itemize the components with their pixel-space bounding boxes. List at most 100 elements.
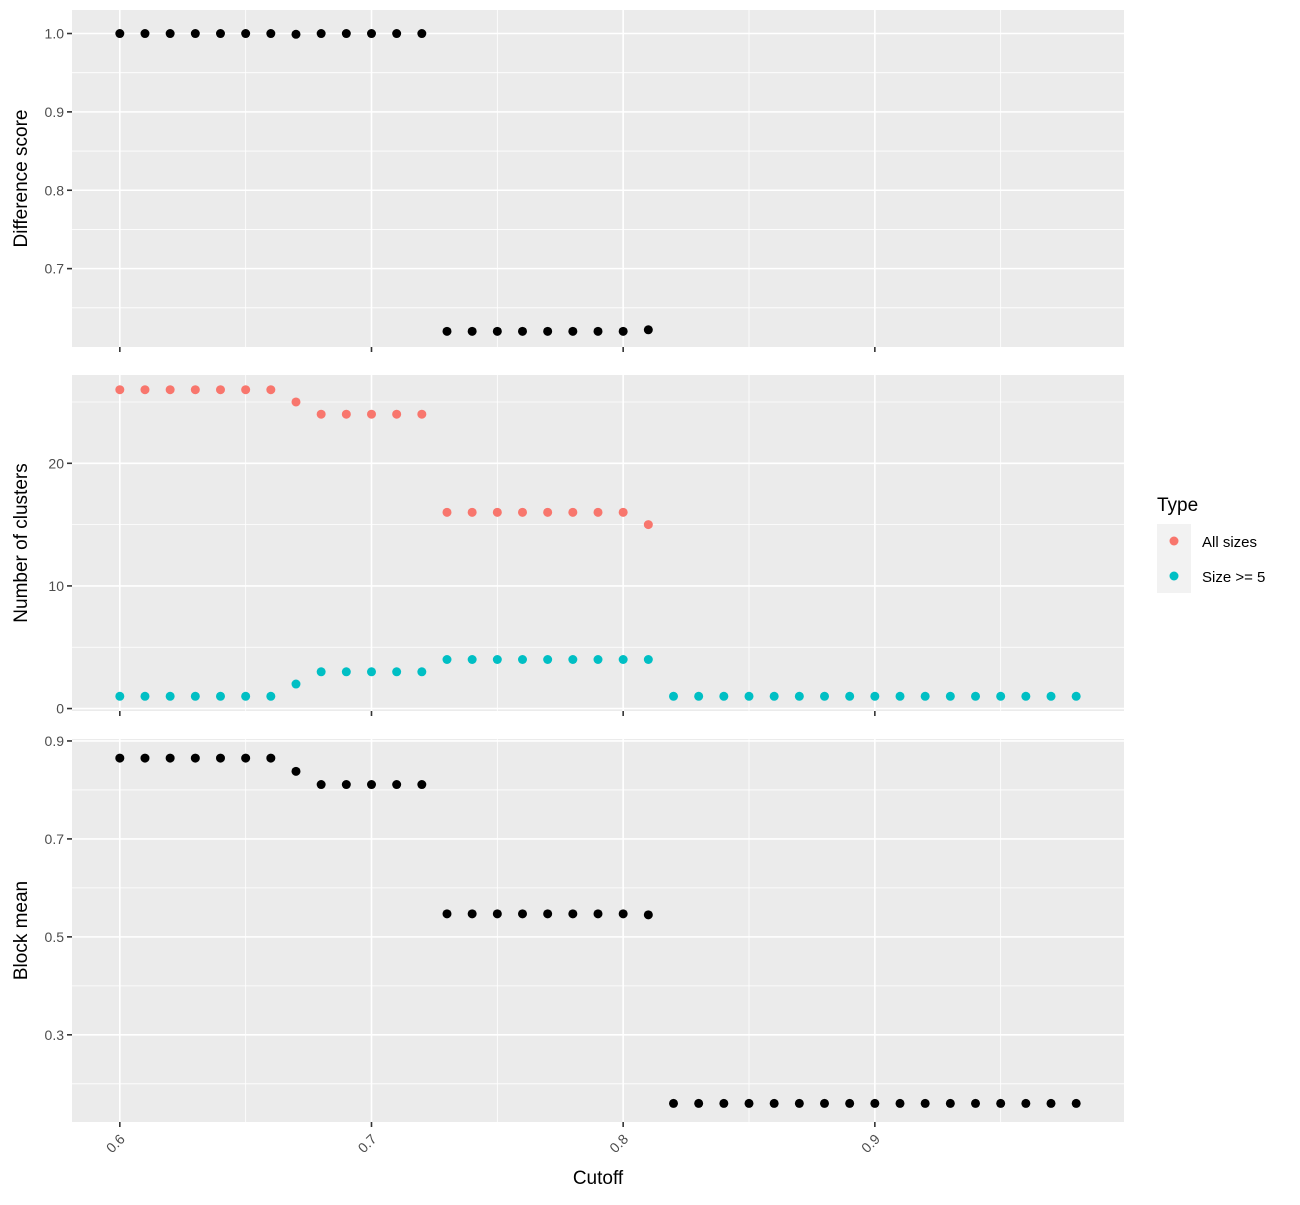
- data-point: [618, 909, 628, 919]
- data-point: [568, 654, 578, 664]
- data-point: [895, 691, 905, 701]
- data-point: [618, 507, 628, 517]
- data-point: [215, 753, 225, 763]
- data-point: [241, 385, 251, 395]
- x-tick-label: 0.9: [858, 1131, 883, 1156]
- data-point: [694, 1098, 704, 1108]
- y-tick-label: 0.8: [45, 182, 65, 198]
- data-point: [669, 1098, 679, 1108]
- data-point: [593, 654, 603, 664]
- data-point: [794, 691, 804, 701]
- data-point: [417, 780, 427, 790]
- data-point: [945, 691, 955, 701]
- data-point: [366, 29, 376, 39]
- data-point: [291, 679, 301, 689]
- panel-background: [72, 10, 1124, 347]
- data-point: [442, 909, 452, 919]
- data-point: [845, 691, 855, 701]
- y-axis-title-block-mean: Block mean: [11, 881, 32, 980]
- data-point: [442, 507, 452, 517]
- data-point: [467, 654, 477, 664]
- data-point: [643, 654, 653, 664]
- data-point: [517, 654, 527, 664]
- data-point: [241, 753, 251, 763]
- data-point: [316, 780, 326, 790]
- data-point: [618, 654, 628, 664]
- data-point: [1046, 691, 1056, 701]
- x-axis-title: Cutoff: [573, 1168, 624, 1189]
- data-point: [291, 29, 301, 39]
- y-tick-label: 1.0: [45, 26, 65, 42]
- data-point: [870, 691, 880, 701]
- data-point: [543, 507, 553, 517]
- data-point: [392, 29, 402, 39]
- data-point: [568, 507, 578, 517]
- y-tick-label: 10: [48, 578, 64, 594]
- data-point: [266, 29, 276, 39]
- x-tick-label: 0.7: [355, 1131, 380, 1156]
- data-point: [417, 667, 427, 677]
- series-block-mean: [115, 753, 1081, 1108]
- data-point: [140, 29, 150, 39]
- data-point: [190, 753, 200, 763]
- data-point: [543, 326, 553, 336]
- data-point: [140, 753, 150, 763]
- panel-block-mean: 0.3 0.5 0.7 0.9 Block mean: [11, 733, 1124, 1127]
- data-point: [366, 780, 376, 790]
- data-point: [568, 326, 578, 336]
- y-tick-label: 0.7: [45, 831, 65, 847]
- y-tick-label: 0.9: [45, 104, 65, 120]
- data-point: [291, 766, 301, 776]
- data-point: [744, 691, 754, 701]
- data-point: [417, 409, 427, 419]
- data-point: [266, 385, 276, 395]
- data-point: [165, 691, 175, 701]
- data-point: [517, 909, 527, 919]
- data-point: [971, 1098, 981, 1108]
- data-point: [291, 397, 301, 407]
- data-point: [669, 691, 679, 701]
- data-point: [820, 1098, 830, 1108]
- data-point: [694, 691, 704, 701]
- data-point: [341, 667, 351, 677]
- series-size-5: [115, 654, 1081, 701]
- data-point: [366, 667, 376, 677]
- data-point: [140, 691, 150, 701]
- data-point: [316, 667, 326, 677]
- data-point: [190, 691, 200, 701]
- data-point: [442, 326, 452, 336]
- series-difference-score: [115, 29, 653, 336]
- data-point: [593, 909, 603, 919]
- data-point: [945, 1098, 955, 1108]
- data-point: [517, 326, 527, 336]
- data-point: [341, 409, 351, 419]
- panel-number-of-clusters: 0 10 20 Number of clusters: [11, 375, 1124, 717]
- data-point: [719, 691, 729, 701]
- data-point: [744, 1098, 754, 1108]
- data-point: [593, 507, 603, 517]
- y-tick-label: 20: [48, 455, 64, 471]
- data-point: [492, 326, 502, 336]
- data-point: [618, 326, 628, 336]
- y-axis-title-number-of-clusters: Number of clusters: [11, 463, 32, 622]
- data-point: [643, 910, 653, 920]
- data-point: [769, 691, 779, 701]
- legend: Type All sizes Size >= 5: [1157, 495, 1265, 593]
- data-point: [1021, 1098, 1031, 1108]
- data-point: [467, 909, 477, 919]
- data-point: [241, 691, 251, 701]
- data-point: [215, 385, 225, 395]
- data-point: [794, 1098, 804, 1108]
- data-point: [920, 1098, 930, 1108]
- data-point: [467, 326, 477, 336]
- data-point: [996, 1098, 1006, 1108]
- data-point: [165, 29, 175, 39]
- data-point: [115, 385, 125, 395]
- y-tick-label: 0.3: [45, 1027, 65, 1043]
- data-point: [392, 409, 402, 419]
- data-point: [442, 654, 452, 664]
- data-point: [467, 507, 477, 517]
- data-point: [341, 780, 351, 790]
- data-point: [392, 780, 402, 790]
